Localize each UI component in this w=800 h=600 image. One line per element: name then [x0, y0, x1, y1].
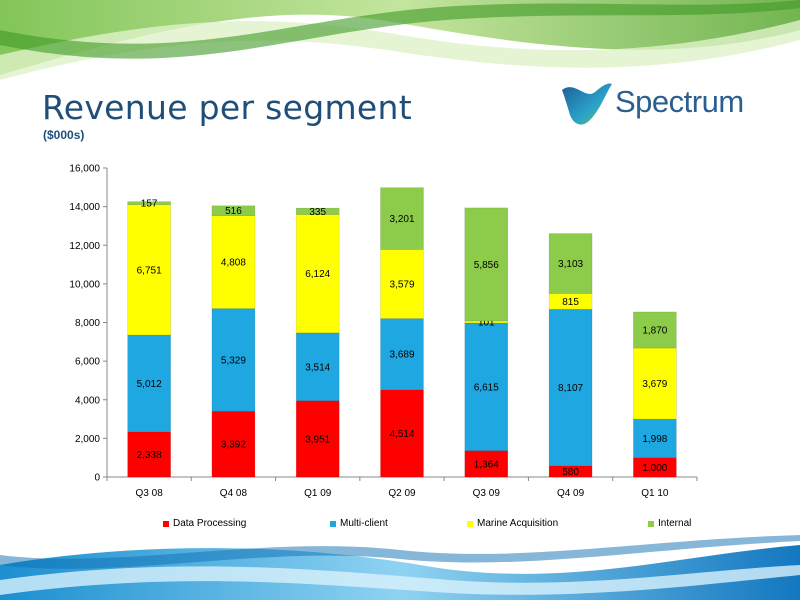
- header-wave-decoration: [0, 0, 800, 80]
- chart-legend: Data Processing Multi-client Marine Acquis…: [0, 518, 800, 534]
- data-label: 335: [309, 207, 326, 218]
- bar-segment: [127, 204, 171, 336]
- data-label: 2,338: [137, 450, 162, 461]
- bar-segment: [380, 389, 424, 478]
- data-label: 3,392: [221, 440, 246, 451]
- bar-segment: [211, 205, 256, 217]
- data-label: 8,107: [558, 383, 583, 394]
- legend-swatch: [467, 520, 473, 527]
- y-tick-label: 12,000: [69, 241, 100, 252]
- revenue-stacked-bar-chart: 0 2,000 4,000 6,000 8,000 10,000 12,000 14,000 1…: [69, 164, 698, 499]
- data-label: 516: [225, 206, 242, 217]
- data-label: 4,514: [389, 429, 414, 440]
- page-subtitle: ($000s): [43, 128, 85, 142]
- y-tick-label: 6,000: [75, 357, 100, 368]
- data-label: 580: [562, 467, 579, 478]
- bar-segment: [464, 450, 509, 478]
- data-label: 5,012: [137, 379, 162, 390]
- legend-item: Multi-client: [330, 518, 388, 529]
- legend-item: Internal: [648, 518, 691, 529]
- bar-segment: [127, 431, 171, 478]
- data-label: 815: [562, 297, 579, 308]
- spectrum-logo-icon: [562, 83, 612, 125]
- y-tick-label: 8,000: [75, 318, 100, 329]
- data-label: 3,579: [389, 280, 414, 291]
- bar-segment: [211, 215, 256, 309]
- bar-segment: [548, 233, 593, 294]
- y-tick-label: 16,000: [69, 164, 100, 175]
- data-label: 1,364: [474, 459, 499, 470]
- bar-segment: [127, 201, 171, 205]
- x-tick-label: Q4 08: [220, 488, 248, 499]
- bar-segment: [380, 187, 424, 250]
- y-tick-label: 4,000: [75, 395, 100, 406]
- data-label: 3,514: [305, 362, 330, 373]
- x-tick-label: Q2 09: [388, 488, 416, 499]
- data-label: 3,201: [389, 214, 414, 225]
- legend-swatch: [163, 520, 169, 527]
- x-tick-label: Q3 09: [473, 488, 501, 499]
- bar-segment: [295, 214, 340, 334]
- data-label: 6,751: [137, 265, 162, 276]
- legend-label: Internal: [658, 518, 692, 529]
- data-label: 6,615: [474, 382, 499, 393]
- bar-segment: [380, 249, 424, 319]
- data-label: 6,124: [305, 269, 330, 280]
- x-tick-label: Q1 09: [304, 488, 332, 499]
- y-tick-label: 2,000: [75, 434, 100, 445]
- x-tick-label: Q3 08: [136, 488, 164, 499]
- bar-segment: [464, 207, 509, 322]
- legend-label: Data Processing: [173, 518, 247, 529]
- bar-segment: [464, 322, 509, 451]
- data-label: 101: [478, 317, 495, 328]
- legend-label: Marine Acquisition: [477, 518, 559, 529]
- bar-segment: [211, 308, 256, 412]
- bar-segment: [633, 311, 677, 349]
- y-tick-label: 10,000: [69, 279, 100, 290]
- legend-item: Marine Acquisition: [467, 518, 558, 529]
- legend-swatch: [648, 520, 654, 527]
- y-tick-label: 0: [94, 473, 100, 484]
- data-label: 3,951: [305, 434, 330, 445]
- data-label: 4,808: [221, 258, 246, 269]
- y-tick-label: 14,000: [69, 202, 100, 213]
- bar-segment: [295, 400, 340, 478]
- bar-segment: [548, 308, 593, 467]
- bar-segment: [380, 318, 424, 391]
- bar-segment: [211, 411, 256, 478]
- legend-label: Multi-client: [340, 518, 388, 529]
- bar-segment: [295, 207, 340, 215]
- footer-wave-decoration: [0, 535, 800, 600]
- data-label: 3,689: [389, 350, 414, 361]
- data-label: 5,329: [221, 356, 246, 367]
- data-label: 1,998: [642, 434, 667, 445]
- data-label: 3,679: [642, 379, 667, 390]
- legend-item: Data Processing: [163, 518, 246, 529]
- data-label: 157: [141, 199, 158, 210]
- data-label: 5,856: [474, 260, 499, 271]
- bar-segment: [127, 334, 171, 433]
- x-tick-label: Q4 09: [557, 488, 585, 499]
- logo-text: Spectrum: [615, 84, 744, 119]
- legend-swatch: [330, 520, 336, 527]
- page-title: Revenue per segment: [42, 88, 412, 127]
- data-label: 1,870: [642, 325, 667, 336]
- data-label: 1,000: [642, 463, 667, 474]
- data-label: 3,103: [558, 259, 583, 270]
- x-tick-label: Q1 10: [641, 488, 669, 499]
